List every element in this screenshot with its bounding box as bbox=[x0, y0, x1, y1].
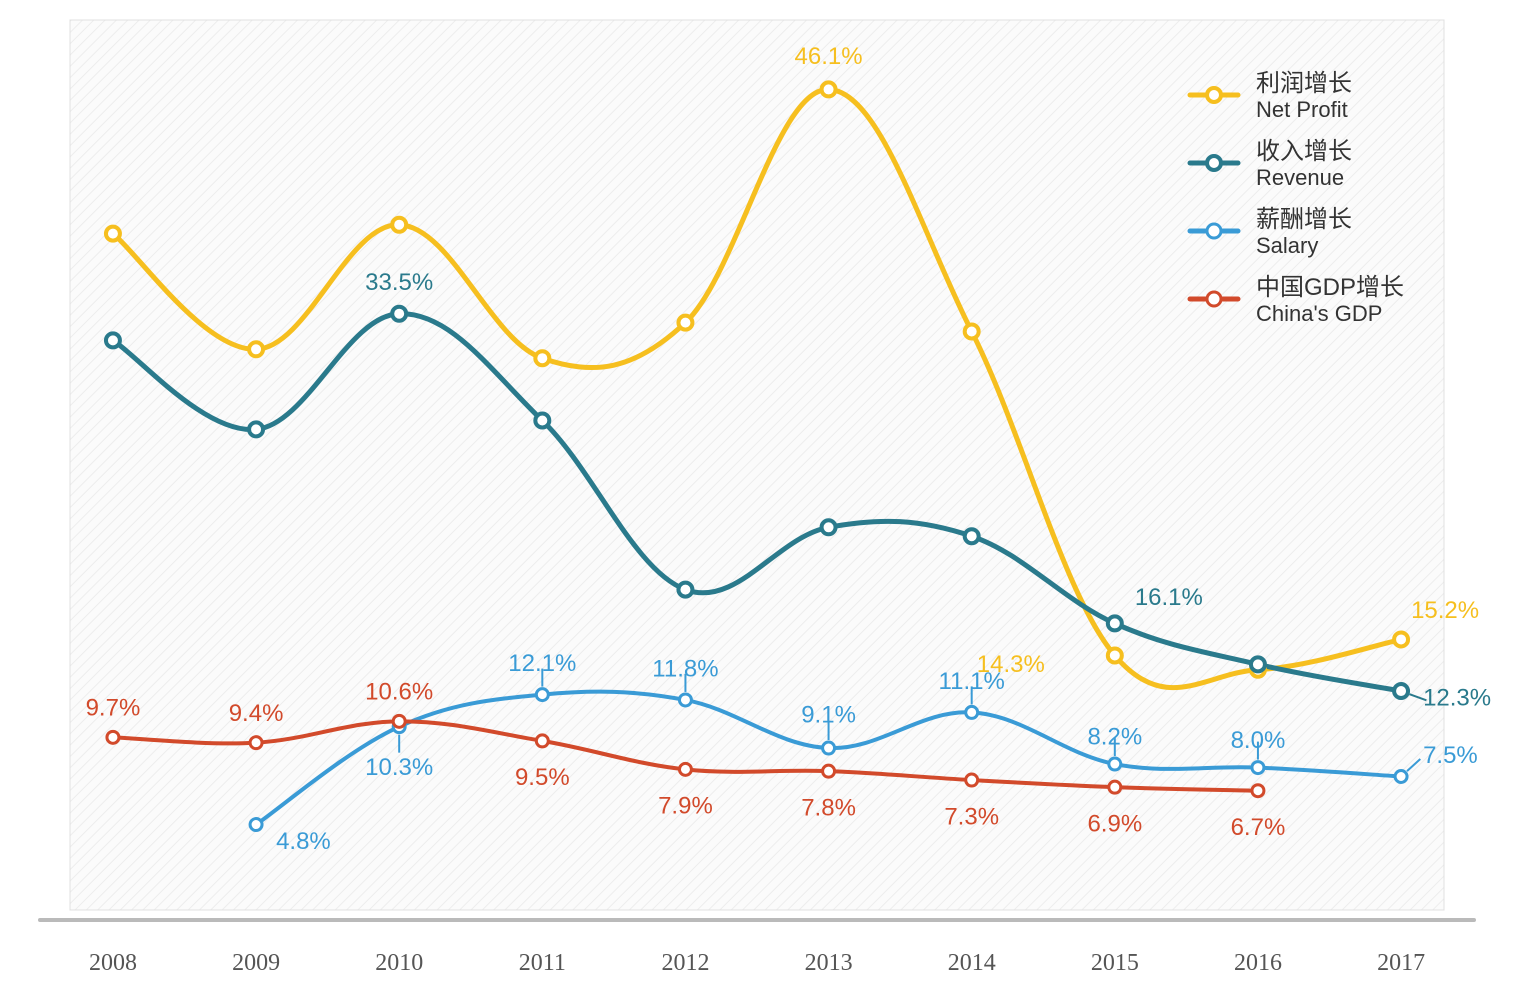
data-label-salary: 11.1% bbox=[939, 668, 1005, 695]
data-label-revenue: 16.1% bbox=[1135, 584, 1203, 611]
series-marker-salary bbox=[536, 689, 548, 701]
series-marker-revenue bbox=[249, 422, 263, 436]
legend-marker-revenue bbox=[1207, 156, 1221, 170]
data-label-gdp: 9.5% bbox=[515, 764, 570, 791]
plot-area bbox=[70, 20, 1444, 910]
series-marker-gdp bbox=[1109, 781, 1121, 793]
series-marker-salary bbox=[966, 706, 978, 718]
x-axis-label: 2008 bbox=[89, 950, 137, 976]
series-marker-salary bbox=[250, 819, 262, 831]
series-marker-gdp bbox=[1252, 785, 1264, 797]
series-marker-salary bbox=[823, 742, 835, 754]
legend-label-zh-salary: 薪酬增长 bbox=[1256, 206, 1352, 233]
series-marker-revenue bbox=[106, 333, 120, 347]
series-marker-salary bbox=[1395, 771, 1407, 783]
series-marker-net_profit bbox=[535, 351, 549, 365]
data-label-revenue: 12.3% bbox=[1423, 684, 1491, 711]
series-marker-net_profit bbox=[1394, 632, 1408, 646]
data-label-gdp: 6.7% bbox=[1231, 814, 1286, 841]
data-label-salary: 4.8% bbox=[276, 828, 331, 855]
legend-label-en-revenue: Revenue bbox=[1256, 165, 1344, 190]
data-label-gdp: 7.8% bbox=[801, 795, 856, 822]
data-label-gdp: 9.7% bbox=[86, 695, 141, 722]
series-marker-net_profit bbox=[678, 316, 692, 330]
series-marker-net_profit bbox=[106, 227, 120, 241]
x-axis-label: 2015 bbox=[1091, 950, 1139, 976]
data-label-gdp: 7.3% bbox=[944, 803, 999, 830]
data-label-gdp: 7.9% bbox=[658, 793, 713, 820]
data-label-gdp: 6.9% bbox=[1087, 811, 1142, 838]
data-label-salary: 9.1% bbox=[801, 701, 856, 728]
series-marker-gdp bbox=[250, 737, 262, 749]
x-axis-label: 2014 bbox=[948, 950, 996, 976]
series-marker-revenue bbox=[965, 529, 979, 543]
data-label-gdp: 9.4% bbox=[229, 700, 284, 727]
series-marker-net_profit bbox=[392, 218, 406, 232]
series-marker-gdp bbox=[107, 731, 119, 743]
series-marker-salary bbox=[679, 694, 691, 706]
series-marker-gdp bbox=[393, 715, 405, 727]
data-label-salary: 7.5% bbox=[1423, 742, 1478, 769]
series-marker-revenue bbox=[678, 583, 692, 597]
x-axis-label: 2011 bbox=[519, 950, 566, 976]
series-marker-revenue bbox=[1108, 616, 1122, 630]
series-marker-gdp bbox=[823, 765, 835, 777]
legend-label-en-net_profit: Net Profit bbox=[1256, 97, 1348, 122]
legend-label-zh-net_profit: 利润增长 bbox=[1256, 70, 1352, 97]
series-marker-net_profit bbox=[822, 82, 836, 96]
x-axis-label: 2017 bbox=[1377, 950, 1425, 976]
x-axis-label: 2010 bbox=[375, 950, 423, 976]
legend-marker-net_profit bbox=[1207, 88, 1221, 102]
series-marker-gdp bbox=[536, 735, 548, 747]
legend-marker-gdp bbox=[1207, 292, 1221, 306]
x-axis-label: 2016 bbox=[1234, 950, 1282, 976]
legend-label-en-salary: Salary bbox=[1256, 233, 1318, 258]
series-marker-revenue bbox=[822, 520, 836, 534]
data-label-net_profit: 46.1% bbox=[795, 43, 863, 70]
series-marker-net_profit bbox=[1108, 648, 1122, 662]
series-marker-revenue bbox=[1251, 657, 1265, 671]
legend-label-zh-gdp: 中国GDP增长 bbox=[1256, 274, 1404, 301]
legend-marker-salary bbox=[1207, 224, 1221, 238]
series-marker-revenue bbox=[535, 414, 549, 428]
x-axis-label: 2013 bbox=[805, 950, 853, 976]
data-label-net_profit: 15.2% bbox=[1411, 597, 1479, 624]
data-label-salary: 10.3% bbox=[365, 754, 433, 781]
series-marker-gdp bbox=[966, 774, 978, 786]
series-marker-net_profit bbox=[965, 325, 979, 339]
data-label-revenue: 33.5% bbox=[365, 269, 433, 296]
series-marker-net_profit bbox=[249, 342, 263, 356]
series-marker-gdp bbox=[679, 763, 691, 775]
legend-label-zh-revenue: 收入增长 bbox=[1256, 138, 1352, 165]
series-marker-salary bbox=[1252, 762, 1264, 774]
series-marker-salary bbox=[1109, 758, 1121, 770]
x-axis-label: 2012 bbox=[661, 950, 709, 976]
series-marker-revenue bbox=[1394, 684, 1408, 698]
data-label-salary: 11.8% bbox=[652, 655, 718, 682]
legend-label-en-gdp: China's GDP bbox=[1256, 301, 1382, 326]
x-axis-label: 2009 bbox=[232, 950, 280, 976]
data-label-salary: 8.2% bbox=[1087, 723, 1142, 750]
data-label-salary: 12.1% bbox=[508, 650, 576, 677]
data-label-salary: 8.0% bbox=[1231, 727, 1286, 754]
series-marker-revenue bbox=[392, 307, 406, 321]
data-label-gdp: 10.6% bbox=[365, 679, 433, 706]
